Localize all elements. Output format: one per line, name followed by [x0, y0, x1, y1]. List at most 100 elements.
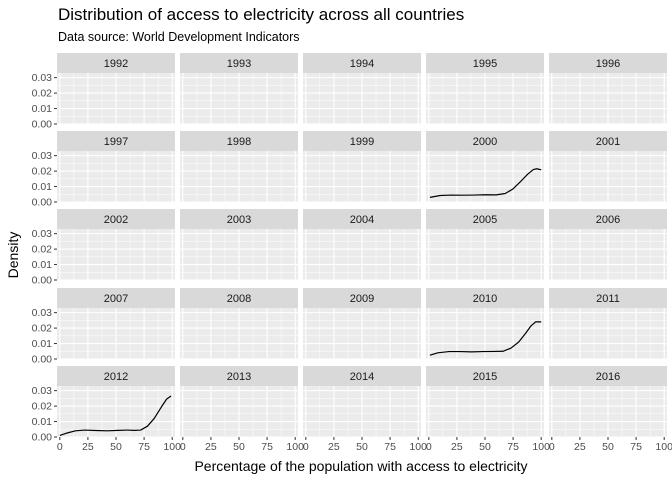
x-tick-label: 50: [233, 441, 245, 453]
x-tick-label: 50: [110, 441, 122, 453]
density-line-2000: [429, 168, 542, 198]
facet-strip-label: 2015: [473, 371, 497, 383]
x-tick-label: 100: [286, 441, 304, 453]
facet-strip-label: 1996: [596, 58, 620, 70]
facet-strip: [57, 131, 175, 151]
facet-strip: [549, 366, 667, 386]
chart-title: Distribution of access to electricity ac…: [58, 5, 465, 24]
facet-strip-label: 2002: [104, 214, 128, 226]
y-tick-label: 0.00: [32, 197, 53, 209]
y-tick-label: 0.01: [32, 103, 53, 115]
facet-strip-label: 1999: [350, 136, 374, 148]
facet-strip: [180, 131, 298, 151]
facet-strip-label: 2009: [350, 293, 374, 305]
facet-strip: [549, 53, 667, 73]
y-tick-label: 0.00: [32, 432, 53, 444]
x-tick-label: 100: [163, 441, 181, 453]
x-tick-label: 25: [574, 441, 586, 453]
x-tick-label: 0: [426, 441, 432, 453]
y-tick-label: 0.03: [32, 228, 53, 240]
facet-strip: [303, 288, 421, 308]
y-tick-label: 0.02: [32, 401, 53, 413]
facet-strip: [549, 131, 667, 151]
facet-strip-label: 1992: [104, 58, 128, 70]
facet-strip-label: 1995: [473, 58, 497, 70]
density-line-2012: [59, 395, 172, 437]
y-tick-label: 0.01: [32, 259, 53, 271]
facet-strip-label: 2013: [227, 371, 251, 383]
facet-strip-label: 2001: [596, 136, 620, 148]
y-tick-label: 0.01: [32, 181, 53, 193]
y-tick-label: 0.01: [32, 416, 53, 428]
x-tick-label: 25: [328, 441, 340, 453]
x-tick-label: 50: [602, 441, 614, 453]
facet-strip-label: 1997: [104, 136, 128, 148]
y-tick-label: 0.02: [32, 166, 53, 178]
facet-strip: [426, 131, 544, 151]
facet-strip-label: 2003: [227, 214, 251, 226]
facet-strip-label: 2006: [596, 214, 620, 226]
facet-strip-label: 2016: [596, 371, 620, 383]
x-tick-label: 75: [384, 441, 396, 453]
x-tick-label: 100: [655, 441, 672, 453]
facet-strip: [303, 131, 421, 151]
x-tick-label: 25: [451, 441, 463, 453]
facet-strip-label: 2007: [104, 293, 128, 305]
chart-subtitle: Data source: World Development Indicator…: [58, 30, 300, 44]
facet-strip-label: 2012: [104, 371, 128, 383]
facet-strip-label: 2004: [350, 214, 374, 226]
y-tick-label: 0.00: [32, 275, 53, 287]
x-tick-label: 75: [261, 441, 273, 453]
x-tick-label: 100: [409, 441, 427, 453]
facet-strip: [180, 209, 298, 229]
x-tick-label: 25: [82, 441, 94, 453]
x-tick-label: 0: [180, 441, 186, 453]
facet-strip-label: 2011: [596, 293, 620, 305]
y-tick-label: 0.02: [32, 88, 53, 100]
facet-strip-label: 2014: [350, 371, 374, 383]
facet-strip-label: 2008: [227, 293, 251, 305]
facet-strip-label: 1993: [227, 58, 251, 70]
facet-strip-label: 2000: [473, 136, 497, 148]
x-tick-label: 50: [356, 441, 368, 453]
x-tick-label: 75: [507, 441, 519, 453]
y-tick-label: 0.01: [32, 338, 53, 350]
facet-strip: [303, 209, 421, 229]
y-tick-label: 0.03: [32, 385, 53, 397]
facet-strip: [303, 366, 421, 386]
y-axis-title: Density: [5, 232, 21, 279]
facet-strip: [180, 366, 298, 386]
y-tick-label: 0.03: [32, 72, 53, 84]
facet-strip: [57, 288, 175, 308]
x-tick-label: 75: [630, 441, 642, 453]
x-tick-label: 100: [532, 441, 550, 453]
facet-strip: [57, 209, 175, 229]
facet-strip-label: 2010: [473, 293, 497, 305]
x-axis-title: Percentage of the population with access…: [194, 458, 527, 474]
x-tick-label: 0: [303, 441, 309, 453]
x-tick-label: 0: [549, 441, 555, 453]
facet-strip: [57, 366, 175, 386]
facet-strip: [426, 209, 544, 229]
facet-strip: [57, 53, 175, 73]
density-line-2010: [429, 321, 542, 356]
y-tick-label: 0.02: [32, 323, 53, 335]
facet-strip-label: 1994: [350, 58, 374, 70]
x-tick-label: 50: [479, 441, 491, 453]
y-tick-label: 0.00: [32, 119, 53, 131]
x-tick-label: 25: [205, 441, 217, 453]
x-tick-label: 75: [138, 441, 150, 453]
facet-strip: [426, 366, 544, 386]
facet-strip: [549, 288, 667, 308]
y-tick-label: 0.00: [32, 354, 53, 366]
y-tick-label: 0.03: [32, 307, 53, 319]
facet-strip: [303, 53, 421, 73]
y-tick-label: 0.02: [32, 244, 53, 256]
facet-strip: [426, 288, 544, 308]
facet-strip: [426, 53, 544, 73]
y-tick-label: 0.03: [32, 150, 53, 162]
facet-strip-label: 1998: [227, 136, 251, 148]
facet-strip-label: 2005: [473, 214, 497, 226]
facet-strip: [180, 288, 298, 308]
